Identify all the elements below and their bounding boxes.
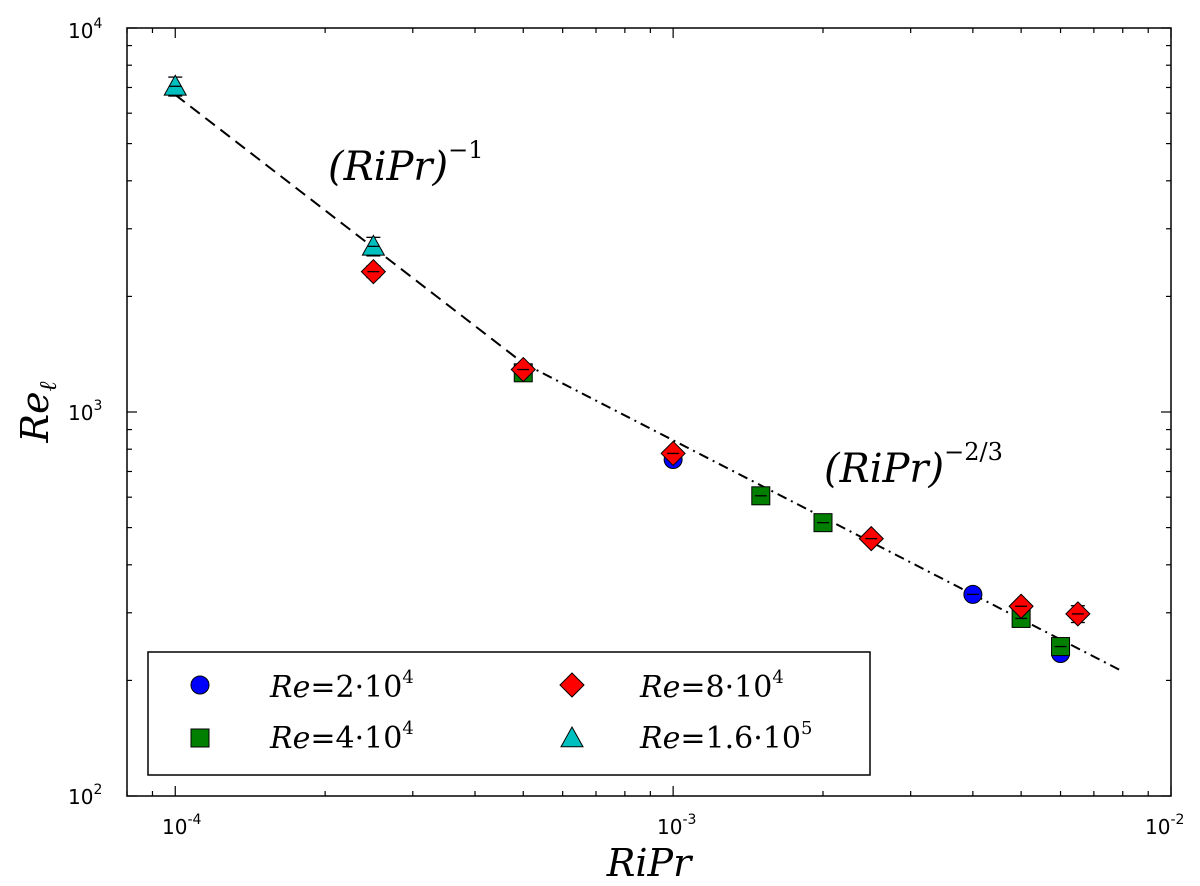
annotation-minus-one: (RiPr)−1	[328, 136, 484, 190]
legend-label-re-1p6e5: Re=1.6·105	[639, 718, 812, 756]
legend-marker-triangle	[560, 725, 584, 748]
data-point-triangle	[163, 74, 188, 96]
axis-ticks	[126, 27, 1172, 797]
x-tick-label-2: 10-2	[1145, 812, 1184, 839]
y-tick-label-2: 104	[68, 16, 102, 43]
annotation-minus-two-thirds: (RiPr)−2/3	[824, 438, 1003, 492]
legend-marker-square	[190, 728, 210, 748]
data-markers	[163, 74, 1091, 664]
x-tick-label-1: 10-3	[657, 812, 696, 839]
legend: Re=2·104 Re=4·104 Re=8·104 Re=1.6·105	[147, 651, 871, 776]
x-axis-title: RiPr	[606, 841, 694, 885]
y-axis-title: Reℓ	[13, 381, 62, 443]
x-tick-label-0: 10-4	[162, 812, 202, 839]
legend-marker-diamond	[559, 672, 585, 698]
y-tick-label-1: 103	[68, 398, 102, 425]
legend-label-re-8e4: Re=8·104	[639, 667, 784, 705]
fit-line-slope-minus-one	[174, 93, 524, 364]
legend-label-re-2e4: Re=2·104	[269, 667, 414, 705]
legend-marker-circle	[190, 675, 210, 695]
legend-markers	[190, 672, 585, 748]
legend-frame	[147, 651, 871, 776]
data-point-triangle	[361, 234, 386, 256]
y-tick-label-0: 102	[68, 782, 102, 809]
legend-label-re-4e4: Re=4·104	[269, 718, 414, 756]
